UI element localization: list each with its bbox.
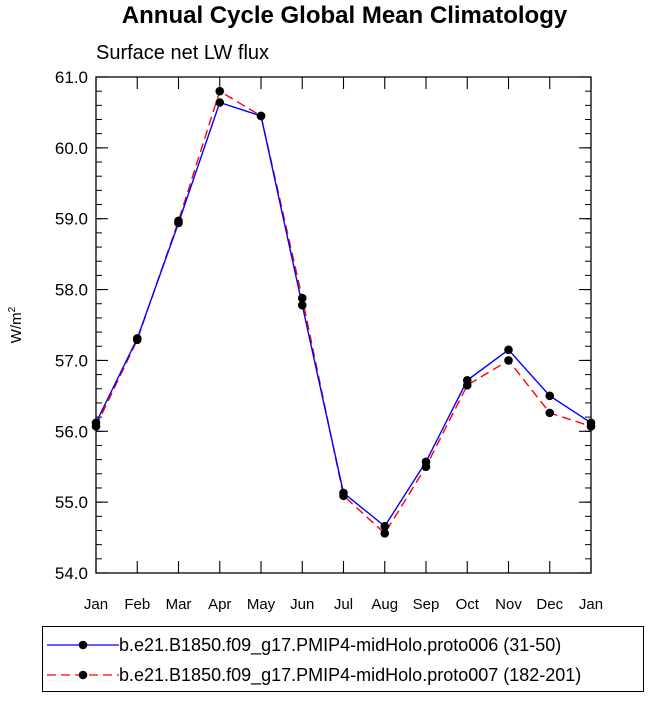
x-tick-label: Oct: [456, 596, 480, 613]
x-tick-label: Apr: [208, 596, 231, 613]
data-point-s2: [380, 529, 390, 538]
chart-axes: [95, 76, 592, 574]
chart-title: Annual Cycle Global Mean Climatology: [121, 2, 568, 29]
data-point-s1: [504, 345, 513, 355]
x-tick-label: Jun: [290, 596, 314, 613]
y-tick-label: 59.0: [55, 210, 88, 229]
series-layer: [91, 86, 596, 538]
x-tick-label: Jan: [84, 596, 108, 613]
line-chart: 54.0 55.0 56.0 57.0 58.0 59.0 60.0 61.0 Jan Feb Ma…: [7, 68, 603, 613]
chart-subtitle: Surface net LW flux: [96, 42, 270, 64]
x-tick-label: May: [247, 596, 276, 613]
data-point-s2: [462, 380, 472, 390]
x-tick-label: Feb: [124, 596, 150, 613]
y-tick-label: 55.0: [55, 493, 88, 512]
data-point-s2: [297, 293, 307, 303]
data-point-s2: [91, 422, 101, 431]
chart-legend: b.e21.B1850.f09_g17.PMIP4-midHolo.proto0…: [42, 626, 644, 692]
y-tick-label: 61.0: [55, 68, 88, 87]
x-tick-label: Dec: [536, 596, 563, 613]
legend-swatch-1: [47, 640, 119, 650]
x-tick-label: Mar: [166, 596, 192, 613]
data-point-s1: [297, 300, 307, 310]
data-point-s2: [339, 491, 348, 501]
data-point-s2: [215, 86, 225, 96]
series-line-1: [95, 101, 592, 528]
data-point-s2: [504, 356, 513, 365]
axis-labels: 54.0 55.0 56.0 57.0 58.0 59.0 60.0 61.0 Jan Feb Ma…: [7, 68, 603, 613]
y-tick-label: 54.0: [55, 564, 88, 583]
x-tick-label: Jan: [579, 596, 603, 613]
x-tick-label: Sep: [413, 596, 440, 613]
x-tick-label: Jul: [334, 596, 353, 613]
data-point-s1: [545, 391, 555, 401]
x-tick-label: Aug: [371, 596, 398, 613]
y-tick-label: 60.0: [55, 139, 88, 158]
data-point-s2: [174, 216, 183, 226]
legend-entry-1: b.e21.B1850.f09_g17.PMIP4-midHolo.proto0…: [43, 630, 561, 660]
y-tick-label: 56.0: [55, 422, 88, 441]
data-point-s1: [215, 98, 225, 107]
data-point-s1: [380, 521, 390, 531]
legend-label-2: b.e21.B1850.f09_g17.PMIP4-midHolo.proto0…: [119, 664, 582, 685]
data-point-s2: [132, 335, 142, 345]
data-point-s2: [421, 462, 431, 472]
y-axis-label: W/m2: [7, 306, 25, 343]
legend-swatch-2: [47, 670, 119, 680]
data-point-s2: [545, 408, 555, 418]
data-point-s2: [586, 422, 596, 431]
x-tick-label: Nov: [495, 596, 522, 613]
y-tick-label: 57.0: [55, 351, 88, 370]
data-point-s2: [256, 111, 266, 121]
legend-entry-2: b.e21.B1850.f09_g17.PMIP4-midHolo.proto0…: [43, 660, 581, 690]
series-line-2: [95, 90, 592, 535]
y-tick-label: 58.0: [55, 281, 88, 300]
legend-label-1: b.e21.B1850.f09_g17.PMIP4-midHolo.proto0…: [119, 634, 562, 655]
